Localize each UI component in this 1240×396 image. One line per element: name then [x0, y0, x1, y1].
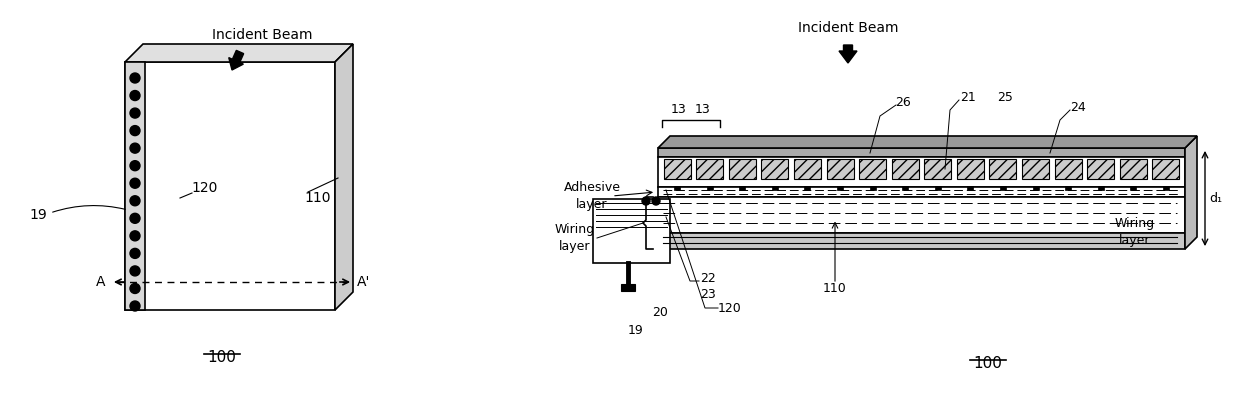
Circle shape: [130, 126, 140, 135]
Bar: [1022, 159, 1049, 179]
Text: 120: 120: [718, 301, 742, 314]
Circle shape: [130, 161, 140, 171]
Bar: [892, 159, 919, 179]
Text: 22: 22: [701, 272, 715, 284]
Circle shape: [642, 197, 650, 205]
Text: 26: 26: [895, 95, 910, 109]
Text: 23: 23: [701, 289, 715, 301]
Bar: [1131, 186, 1136, 190]
Bar: [859, 159, 887, 179]
Bar: [771, 186, 777, 190]
Bar: [1055, 159, 1081, 179]
FancyArrow shape: [839, 45, 857, 63]
Polygon shape: [125, 44, 353, 62]
Bar: [125, 62, 145, 310]
Bar: [990, 159, 1017, 179]
Bar: [999, 186, 1006, 190]
Bar: [837, 186, 843, 190]
Bar: [967, 186, 973, 190]
Polygon shape: [1185, 136, 1197, 249]
Text: Incident Beam: Incident Beam: [212, 28, 312, 42]
Circle shape: [130, 248, 140, 258]
Bar: [805, 186, 811, 190]
Text: 20: 20: [652, 305, 668, 318]
Polygon shape: [335, 44, 353, 310]
Circle shape: [652, 197, 660, 205]
Text: 100: 100: [207, 350, 237, 366]
Bar: [1087, 159, 1115, 179]
Bar: [125, 62, 335, 310]
Bar: [827, 159, 853, 179]
Bar: [707, 186, 713, 190]
Bar: [761, 159, 789, 179]
Bar: [675, 186, 680, 190]
FancyArrow shape: [228, 50, 243, 70]
Text: 110: 110: [823, 282, 847, 295]
Bar: [1163, 186, 1169, 190]
Text: 110: 110: [305, 191, 331, 205]
Text: d₁: d₁: [1209, 192, 1221, 205]
Bar: [1097, 186, 1104, 190]
Text: Incident Beam: Incident Beam: [797, 21, 898, 35]
Text: 120: 120: [192, 181, 218, 195]
Bar: [593, 199, 670, 263]
Circle shape: [130, 178, 140, 188]
Circle shape: [130, 143, 140, 153]
Bar: [658, 197, 1185, 233]
Bar: [658, 233, 1185, 249]
Bar: [957, 159, 983, 179]
Circle shape: [130, 301, 140, 311]
Circle shape: [130, 213, 140, 223]
Text: 19: 19: [629, 324, 644, 337]
Text: 19: 19: [29, 208, 47, 222]
Text: 100: 100: [973, 356, 1002, 371]
Bar: [903, 186, 908, 190]
Text: Wiring
layer: Wiring layer: [1115, 217, 1156, 247]
Bar: [729, 159, 755, 179]
Bar: [739, 186, 745, 190]
Text: Adhesive
layer: Adhesive layer: [563, 181, 620, 211]
Circle shape: [130, 284, 140, 293]
Circle shape: [130, 231, 140, 241]
Bar: [658, 157, 1185, 187]
Bar: [1033, 186, 1039, 190]
Bar: [935, 186, 941, 190]
Bar: [1120, 159, 1147, 179]
Bar: [869, 186, 875, 190]
Bar: [663, 159, 691, 179]
Bar: [1152, 159, 1179, 179]
Circle shape: [130, 266, 140, 276]
Text: 25: 25: [997, 91, 1013, 103]
Bar: [658, 148, 1185, 157]
Bar: [658, 187, 1185, 197]
Circle shape: [130, 196, 140, 206]
Text: 21: 21: [960, 91, 976, 103]
Text: Wiring
layer: Wiring layer: [556, 223, 595, 253]
Text: A: A: [95, 275, 105, 289]
Bar: [696, 159, 723, 179]
Text: 24: 24: [1070, 101, 1086, 114]
Circle shape: [130, 73, 140, 83]
Text: 13: 13: [696, 103, 711, 116]
Bar: [621, 284, 635, 291]
Bar: [924, 159, 951, 179]
Circle shape: [130, 108, 140, 118]
Bar: [794, 159, 821, 179]
Circle shape: [130, 91, 140, 101]
Text: A': A': [357, 275, 371, 289]
Polygon shape: [658, 136, 1197, 148]
Bar: [1065, 186, 1071, 190]
Text: 13: 13: [671, 103, 687, 116]
